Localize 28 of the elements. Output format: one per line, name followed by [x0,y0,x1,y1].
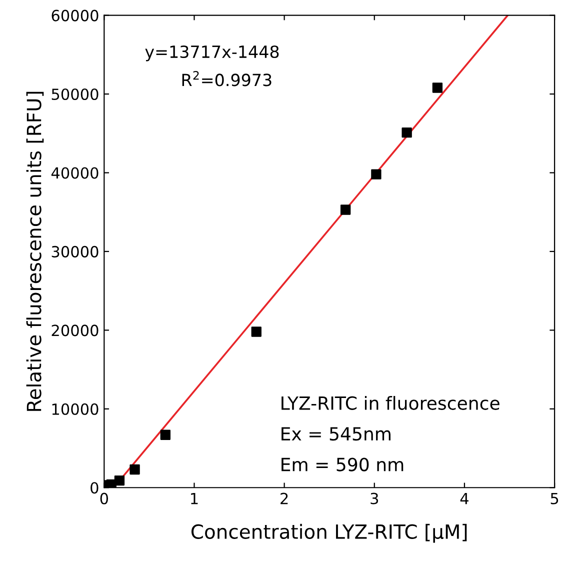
point [432,82,443,93]
x-tick-label: 1 [191,492,198,504]
x-tick-label: 3 [370,492,378,504]
x-tick-label: 2 [280,492,288,504]
x-axis-title: Concentration LYZ-RITC [μM] [191,524,467,543]
annotation: LYZ-RITC in fluorescence [282,396,500,410]
x-tick-label: 4 [460,492,468,504]
y-axis-title: Relative fluorescence units [RFU] [26,92,44,411]
annotation: Ex = 545nm [282,427,390,441]
y-tick-label: 50000 [52,88,98,100]
point [402,128,412,138]
annotation: Em = 590 nm [282,458,404,472]
point [160,430,170,440]
y-tick-label: 40000 [51,167,98,179]
x-tick-label: 5 [550,492,558,504]
annotation: R$^{2}$=0.9973 [182,70,272,86]
y-tick-label: 0 [90,482,98,494]
point [130,464,140,475]
point [114,475,125,486]
y-tick-label: 30000 [52,246,98,258]
annotation: y=13717x-1448 [145,45,279,62]
y-tick-label: 60000 [52,10,98,22]
point [371,169,382,180]
point [340,204,351,215]
y-tick-label: 10000 [52,403,98,415]
x-tick-label: 0 [100,492,108,504]
point [251,326,262,337]
y-tick-label: 20000 [52,324,98,336]
